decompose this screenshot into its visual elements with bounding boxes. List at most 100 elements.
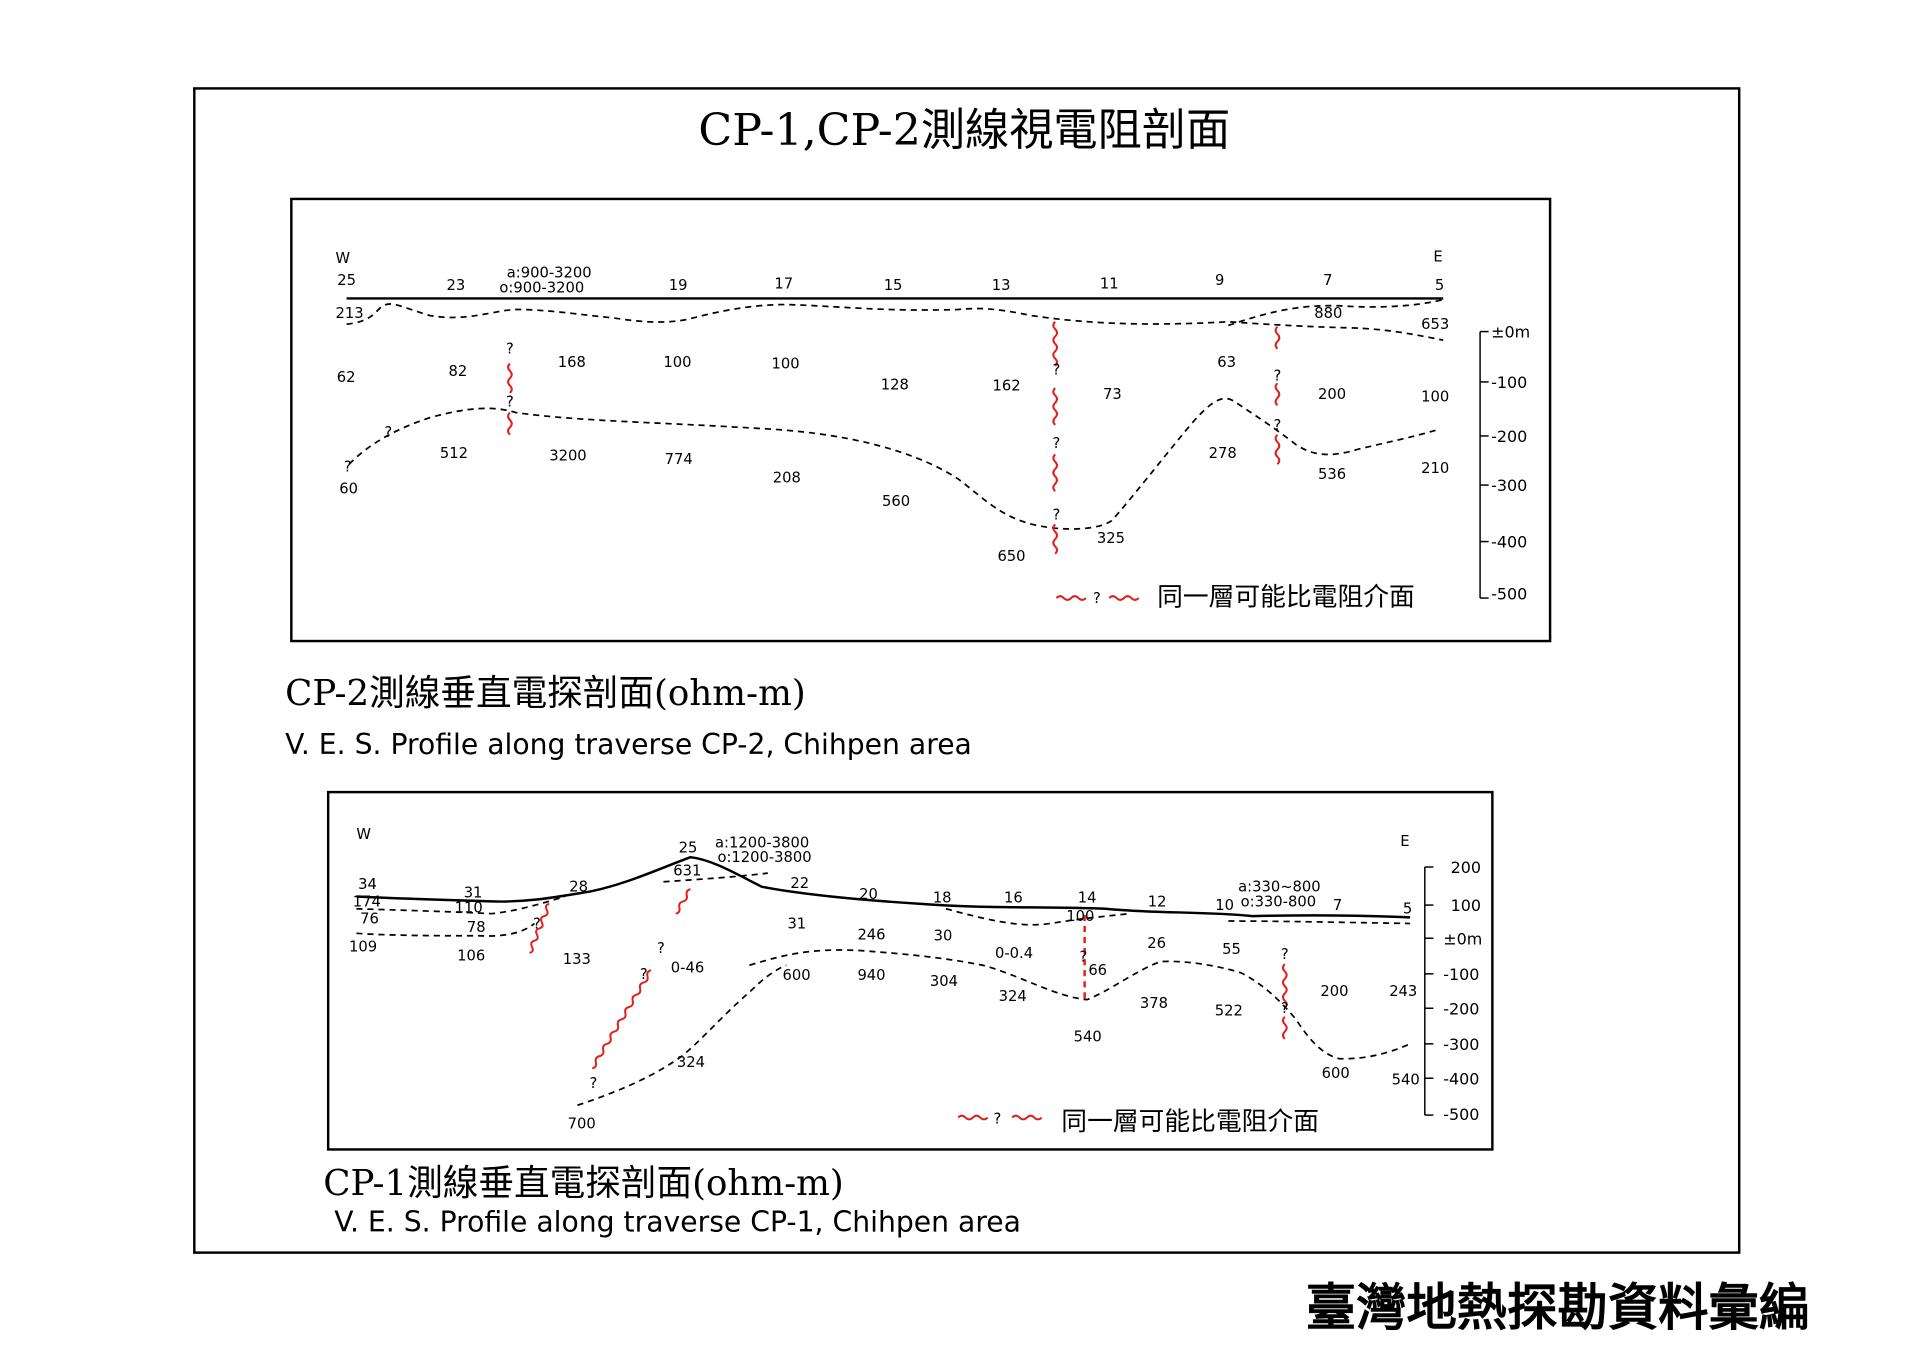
cp2-elev-tick: -500 (1491, 584, 1527, 603)
cp1-note-a: o:1200-3800 (717, 849, 811, 866)
cp2-value: 653 (1421, 316, 1449, 333)
cp2-elev-tick: -400 (1491, 533, 1527, 552)
cp2-value: 210 (1421, 460, 1449, 477)
cp1-east-label: E (1400, 833, 1409, 850)
cp1-question: ? (1281, 946, 1289, 963)
cp2-red-interface (1052, 387, 1058, 426)
cp1-value: 304 (930, 973, 958, 990)
cp2-legend: ? 同一層可能比電阻介面 (1055, 582, 1415, 612)
cp2-caption: CP-2測線垂直電探剖面(ohm-m) (285, 673, 806, 714)
cp1-elev-tick: -200 (1443, 999, 1479, 1018)
cp1-value: 324 (999, 988, 1027, 1005)
cp2-value: 100 (1421, 389, 1449, 406)
cp2-value: 880 (1314, 305, 1342, 322)
cp1-value: 26 (1147, 935, 1166, 952)
cp1-question: ? (657, 940, 665, 957)
cp1-question: ? (1281, 1000, 1289, 1017)
cp1-value: 940 (857, 967, 885, 984)
cp1-value: 55 (1222, 941, 1241, 958)
cp2-deep-interface (348, 397, 1438, 530)
cp2-station: 11 (1100, 276, 1119, 293)
cp1-elev-tick: -500 (1443, 1105, 1479, 1124)
cp2-surface-note: a:900-3200 (507, 265, 592, 282)
cp1-west-label: W (356, 826, 371, 843)
cp2-value: 82 (449, 363, 468, 380)
cp1-red-interface (591, 969, 652, 1070)
cp2-station: 17 (774, 276, 793, 293)
cp1-value: 0-0.4 (995, 945, 1033, 962)
cp2-value: 325 (1097, 530, 1125, 547)
cp2-surface-note: o:900-3200 (499, 279, 584, 296)
cp1-value: 243 (1389, 983, 1417, 1000)
cp2-value: 208 (773, 470, 801, 487)
cp2-red-interface (1052, 453, 1058, 492)
cp2-station: 23 (447, 277, 466, 294)
cp2-panel: W E 25 23 19 17 15 13 11 9 7 5 a:900-320… (290, 197, 1552, 643)
cp2-elev-tick: -300 (1491, 476, 1527, 495)
cp1-value: 540 (1074, 1028, 1102, 1045)
cp2-value: 3200 (549, 448, 586, 465)
cp2-red-interface (1052, 321, 1058, 367)
cp1-value: 76 (360, 910, 379, 927)
cp2-value: 536 (1318, 466, 1346, 483)
cp2-shallow-interface (346, 303, 1444, 342)
cp2-elevation-axis: ±0m -100 -200 -300 -400 -500 (1479, 323, 1530, 603)
cp2-elev-tick: ±0m (1491, 323, 1530, 342)
cp2-value: 278 (1209, 445, 1237, 462)
cp1-caption: CP-1測線垂直電探剖面(ohm-m) (323, 1163, 844, 1204)
cp1-value: 30 (934, 928, 953, 945)
cp1-value: 133 (563, 951, 591, 968)
cp1-legend: ? 同一層可能比電阻介面 (957, 1107, 1319, 1137)
cp1-value: 106 (457, 947, 485, 964)
cp2-west-label: W (336, 250, 351, 267)
cp2-question: ? (1052, 506, 1060, 523)
legend-red-wave (1108, 595, 1140, 601)
cp2-question: ? (506, 341, 514, 358)
legend-red-wave (1011, 1114, 1043, 1121)
cp1-station: 7 (1333, 897, 1342, 914)
cp1-legend-question: ? (994, 1111, 1002, 1128)
cp2-value: 100 (771, 355, 799, 372)
cp2-station: 25 (337, 272, 356, 289)
cp1-value: 631 (673, 863, 701, 880)
cp2-value: 560 (882, 493, 910, 510)
cp2-red-interface (507, 411, 513, 436)
cp1-question: ? (533, 915, 541, 932)
cp2-question: ? (506, 393, 514, 410)
cp2-value: 62 (337, 369, 356, 386)
cp2-value: 128 (881, 376, 909, 393)
cp1-value: 246 (857, 926, 885, 943)
cp2-question: ? (1274, 368, 1282, 385)
cp2-question: ? (384, 424, 392, 441)
footer-title: 臺灣地熱探勘資料彙編 (1306, 1278, 1809, 1337)
cp1-question: ? (1080, 949, 1088, 966)
cp2-station: 5 (1435, 277, 1444, 294)
cp1-red-interface (675, 888, 691, 915)
cp1-note-a: a:1200-3800 (715, 834, 809, 851)
cp1-value: 522 (1215, 1003, 1243, 1020)
cp2-value: 73 (1103, 386, 1122, 403)
cp2-station: 19 (669, 277, 688, 294)
cp2-station: 13 (992, 277, 1011, 294)
cp1-red-interface (1282, 1016, 1288, 1040)
cp1-station: 22 (790, 875, 809, 892)
cp1-station: 5 (1403, 901, 1412, 918)
cp2-question: ? (1052, 435, 1060, 452)
cp2-value: 63 (1217, 354, 1236, 371)
cp2-value: 213 (336, 305, 364, 322)
cp2-question: ? (344, 459, 352, 476)
cp2-red-interface (1274, 325, 1281, 350)
cp2-red-interface (1274, 382, 1281, 406)
cp1-shallow-interface (1228, 920, 1411, 925)
cp1-elev-tick: 200 (1451, 858, 1481, 877)
cp1-elev-tick: 100 (1451, 896, 1481, 915)
cp1-shallow-interface (663, 872, 768, 883)
cp2-east-label: E (1433, 249, 1442, 266)
cp2-station: 15 (884, 277, 903, 294)
outer-frame (193, 87, 1741, 1254)
cp1-elevation-axis: 200 100 ±0m -100 -200 -300 -400 -500 (1424, 858, 1482, 1124)
cp1-value: 600 (1322, 1065, 1350, 1082)
cp1-shallow-interface (356, 922, 536, 937)
cp1-value: 0-46 (671, 960, 704, 977)
